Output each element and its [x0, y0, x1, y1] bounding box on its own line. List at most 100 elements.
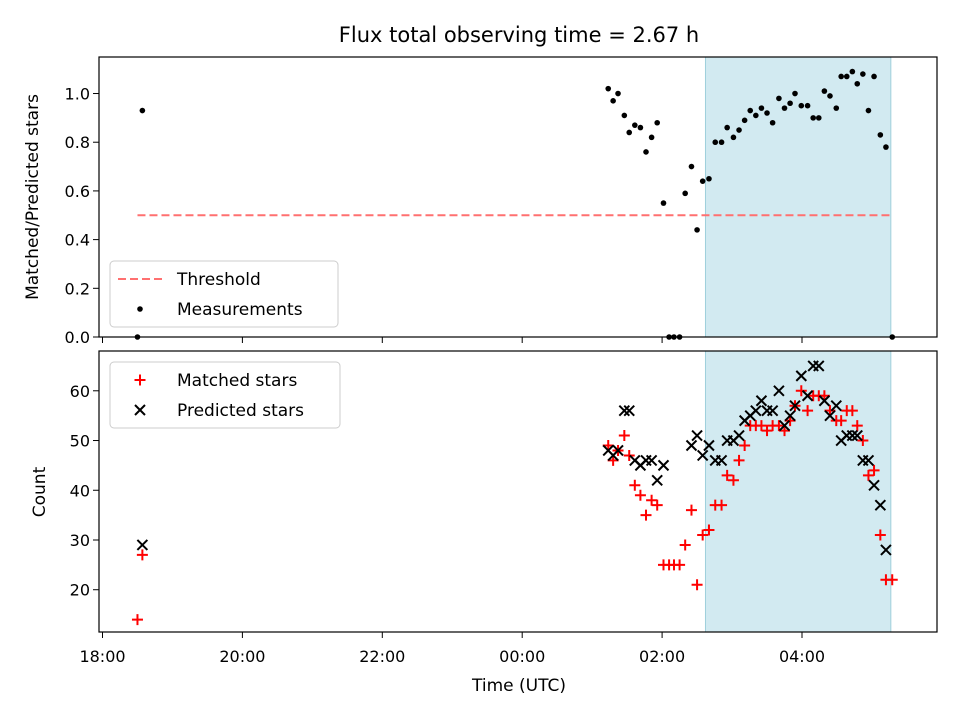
data-point: [824, 409, 836, 422]
plot-layer: 0.0 0.2 0.4 0.6 0.8 1.0 Threshold Measurements 2…: [65, 56, 938, 666]
data-point: [755, 395, 768, 407]
data-point: [880, 544, 892, 556]
data-point: [813, 360, 825, 372]
data-point: [747, 107, 754, 114]
series-predicted-stars: [136, 360, 892, 556]
data-point: [827, 93, 833, 99]
legend-plus-swatch: [134, 374, 146, 386]
data-point: [615, 90, 621, 97]
data-point: [697, 529, 709, 541]
data-point: [629, 479, 641, 491]
y-tick-label: 60: [70, 382, 90, 401]
data-point: [830, 400, 842, 412]
observing-window-shade: [704, 350, 892, 633]
legend: Matched stars Predicted stars: [109, 361, 341, 429]
data-point: [838, 73, 844, 80]
data-point: [706, 175, 712, 182]
data-point: [835, 415, 847, 427]
data-point: [691, 579, 703, 591]
data-point: [736, 127, 742, 133]
data-point: [610, 98, 616, 104]
data-point: [623, 449, 635, 461]
data-point: [733, 454, 745, 466]
y-tick-label: 50: [70, 432, 90, 451]
data-point: [802, 405, 814, 417]
data-point: [696, 449, 709, 462]
data-point: [795, 385, 807, 397]
data-point: [694, 227, 700, 233]
data-point: [865, 107, 872, 114]
data-point: [645, 454, 658, 467]
y-tick-label: 0.0: [65, 328, 90, 347]
data-point: [784, 409, 796, 422]
data-point: [883, 144, 889, 150]
data-point: [718, 139, 725, 146]
data-point: [776, 95, 782, 102]
data-point: [739, 439, 751, 451]
data-point: [131, 614, 143, 626]
legend-label: Predicted stars: [177, 401, 304, 421]
data-point: [618, 430, 630, 442]
data-point: [682, 190, 688, 197]
data-point: [605, 85, 612, 92]
data-point: [886, 574, 898, 586]
data-point: [660, 200, 667, 206]
data-point: [795, 370, 808, 382]
data-point: [755, 420, 767, 432]
data-point: [874, 529, 886, 541]
legend-box: [109, 361, 341, 429]
data-point: [648, 134, 655, 141]
top-y-axis-label: Matched/Predicted stars: [23, 94, 43, 300]
data-point: [699, 178, 706, 184]
data-point: [821, 88, 828, 94]
data-point: [703, 524, 715, 536]
y-tick-label: 0.8: [65, 133, 90, 152]
data-point: [685, 439, 698, 452]
data-point: [773, 385, 785, 397]
data-point: [818, 395, 831, 407]
data-point: [862, 454, 875, 467]
data-point: [792, 90, 798, 97]
x-tick-label: 22:00: [359, 647, 405, 666]
data-point: [637, 124, 644, 131]
data-point: [804, 102, 811, 109]
data-point: [766, 404, 779, 417]
legend-x-swatch: [134, 404, 146, 416]
y-tick-label: 40: [70, 481, 90, 500]
panel-count: 20 30 40 50 60 18:00 20:00 22:00 00:00 02:00 04:00…: [70, 350, 938, 666]
data-point: [801, 390, 814, 402]
data-point: [846, 429, 859, 442]
data-point: [781, 105, 788, 111]
legend-dot-swatch: [137, 306, 143, 312]
plot-frame: [98, 56, 938, 338]
data-point: [860, 71, 866, 77]
x-tick-label: 02:00: [639, 647, 685, 666]
y-tick-label: 0.4: [65, 231, 90, 250]
x-tick-label: 18:00: [79, 647, 125, 666]
data-point: [851, 429, 863, 442]
data-point: [815, 115, 822, 121]
data-point: [851, 420, 863, 432]
data-point: [769, 119, 776, 126]
data-point: [868, 464, 880, 476]
legend-label: Threshold: [176, 270, 261, 290]
data-point: [634, 489, 646, 501]
data-point: [716, 499, 728, 511]
data-point: [787, 100, 793, 107]
data-point: [674, 559, 686, 571]
legend: Threshold Measurements: [109, 260, 339, 328]
data-point: [139, 107, 146, 114]
data-point: [857, 435, 869, 447]
x-tick-label: 04:00: [779, 647, 825, 666]
data-point: [871, 73, 877, 80]
data-point: [778, 419, 791, 432]
legend-box: [109, 260, 339, 328]
data-point: [712, 139, 719, 146]
data-point: [626, 129, 633, 136]
data-point: [862, 469, 874, 481]
data-point: [657, 459, 670, 472]
plot-frame: [98, 350, 938, 633]
data-point: [646, 494, 658, 506]
data-point: [685, 504, 697, 516]
data-point: [846, 405, 858, 417]
